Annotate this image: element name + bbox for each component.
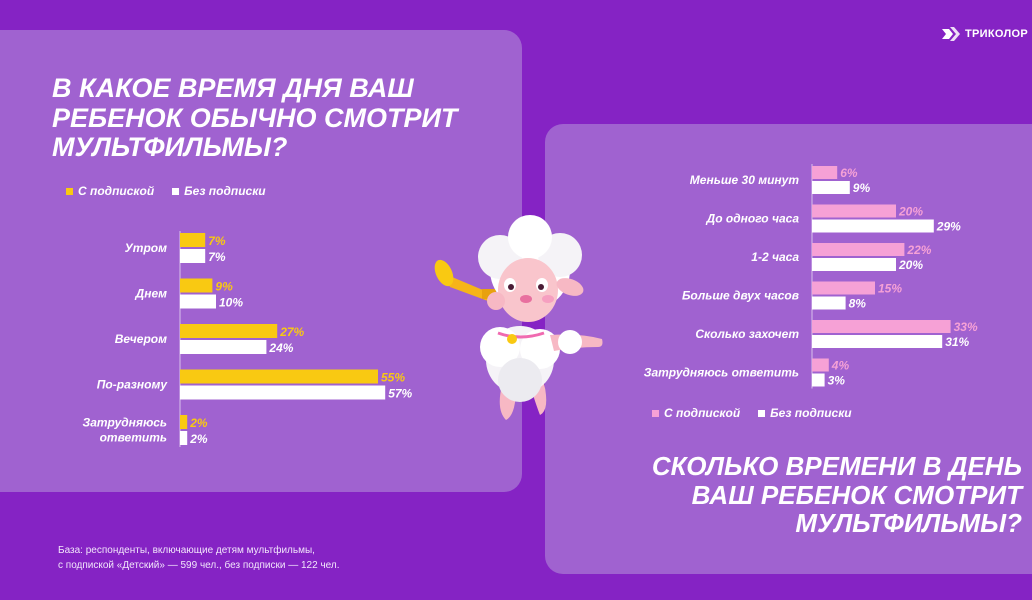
data-label: 57% — [388, 387, 412, 401]
footnote: База: респонденты, включающие детям муль… — [58, 543, 340, 573]
bar — [812, 335, 943, 348]
data-label: 9% — [215, 280, 233, 294]
legend-label: С подпиской — [78, 184, 155, 198]
category-label: Вечером — [115, 332, 167, 346]
data-label: 3% — [828, 374, 846, 388]
data-label: 15% — [878, 282, 902, 296]
bar — [180, 431, 188, 445]
legend-swatch-white — [172, 187, 180, 195]
brand-logo: ТРИКОЛОР — [942, 26, 1028, 42]
bar — [180, 415, 188, 429]
category-label: ответить — [100, 431, 167, 445]
category-label: Меньше 30 минут — [690, 173, 800, 187]
data-label: 22% — [906, 243, 931, 257]
data-label: 2% — [189, 416, 208, 430]
bar — [812, 281, 875, 295]
bar — [812, 166, 838, 179]
footnote-line-2: с подпиской «Детский» — 599 чел., без по… — [58, 560, 340, 571]
legend-item-without-sub: Без подписки — [758, 406, 852, 420]
sheep-mascot-illustration — [434, 215, 603, 420]
legend-item-with-sub: С подпиской — [66, 184, 154, 198]
category-label: Затрудняюсь — [83, 416, 168, 430]
bar — [180, 294, 216, 309]
data-label: 55% — [381, 371, 405, 385]
data-label: 20% — [898, 205, 923, 219]
data-label: 8% — [849, 297, 867, 311]
bar — [812, 373, 825, 387]
bar — [180, 324, 278, 338]
data-label: 9% — [853, 181, 871, 195]
bar — [812, 243, 905, 256]
bar — [812, 320, 951, 333]
bar — [180, 233, 206, 247]
category-label: Сколько захочет — [695, 327, 799, 341]
bar — [812, 219, 934, 233]
bar — [812, 358, 829, 372]
data-label: 7% — [208, 250, 226, 264]
bar — [812, 204, 896, 218]
category-label: До одного часа — [706, 212, 800, 226]
category-label: 1-2 часа — [751, 250, 799, 264]
category-label: По-разному — [97, 378, 169, 392]
right-panel — [545, 124, 1032, 574]
bar — [180, 340, 267, 354]
right-legend: С подпиской Без подписки — [652, 406, 852, 420]
right-chart-title: Сколько времени в день ваш ребенок смотр… — [651, 451, 1022, 539]
legend-label: С подпиской — [664, 406, 741, 420]
data-label: 6% — [840, 166, 858, 180]
bar — [812, 296, 846, 310]
bar — [180, 369, 378, 384]
bar — [180, 249, 206, 263]
data-label: 24% — [268, 341, 293, 355]
bar — [812, 258, 896, 271]
data-label: 10% — [219, 296, 243, 310]
left-legend: С подпиской Без подписки — [66, 184, 266, 198]
legend-label: Без подписки — [184, 184, 266, 198]
legend-item-without-sub: Без подписки — [172, 184, 266, 198]
category-label: Днем — [135, 287, 168, 301]
bar — [812, 181, 850, 194]
legend-item-with-sub: С подпиской — [652, 406, 740, 420]
data-label: 31% — [945, 335, 969, 349]
data-label: 2% — [189, 432, 208, 446]
category-label: Больше двух часов — [682, 289, 799, 303]
data-label: 4% — [831, 359, 850, 373]
data-label: 29% — [936, 220, 961, 234]
data-label: 20% — [898, 258, 923, 272]
left-chart-title: В какое время дня ваш ребенок обычно смо… — [52, 73, 458, 163]
legend-swatch-pink — [652, 409, 659, 417]
category-label: Утром — [125, 241, 167, 255]
data-label: 33% — [954, 320, 978, 334]
left-panel — [0, 30, 522, 492]
bar — [180, 278, 213, 293]
category-label: Затрудняюсь ответить — [644, 366, 799, 380]
logo-text: ТРИКОЛОР — [965, 28, 1028, 40]
bar — [180, 385, 386, 400]
footnote-line-1: База: респонденты, включающие детям муль… — [58, 545, 315, 556]
data-label: 27% — [279, 325, 304, 339]
tricolor-logo-icon — [942, 27, 961, 41]
legend-swatch-white — [758, 409, 766, 417]
legend-swatch-yellow — [66, 187, 73, 195]
legend-label: Без подписки — [770, 406, 852, 420]
data-label: 7% — [208, 234, 226, 248]
